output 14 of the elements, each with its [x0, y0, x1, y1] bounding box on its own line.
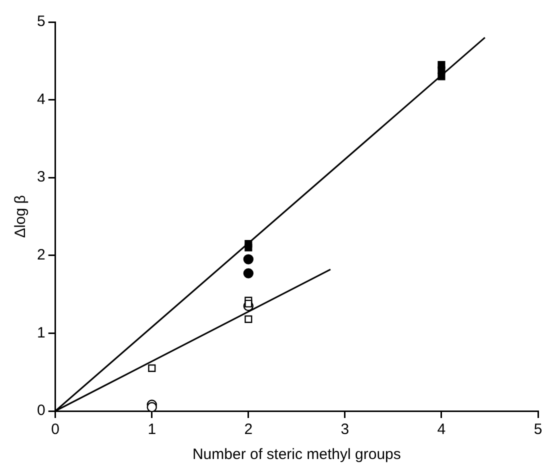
x-tick-label: 2 — [244, 421, 253, 438]
y-tick-label: 0 — [37, 402, 46, 420]
y-tick-label: 1 — [37, 324, 46, 342]
y-tick-label: 4 — [37, 90, 46, 108]
x-tick-label: 1 — [148, 421, 156, 438]
y-tick-label: 5 — [37, 13, 46, 30]
y-tick-label: 3 — [37, 168, 46, 186]
y-tick-label: 2 — [37, 246, 46, 264]
x-axis-title: Number of steric methyl groups — [192, 446, 401, 464]
x-tick-label: 4 — [437, 421, 446, 438]
x-tick-label: 3 — [340, 421, 350, 438]
x-tick-label: 0 — [51, 421, 60, 438]
y-axis-title: Δlog β — [12, 194, 30, 238]
x-tick-label: 5 — [534, 421, 542, 438]
